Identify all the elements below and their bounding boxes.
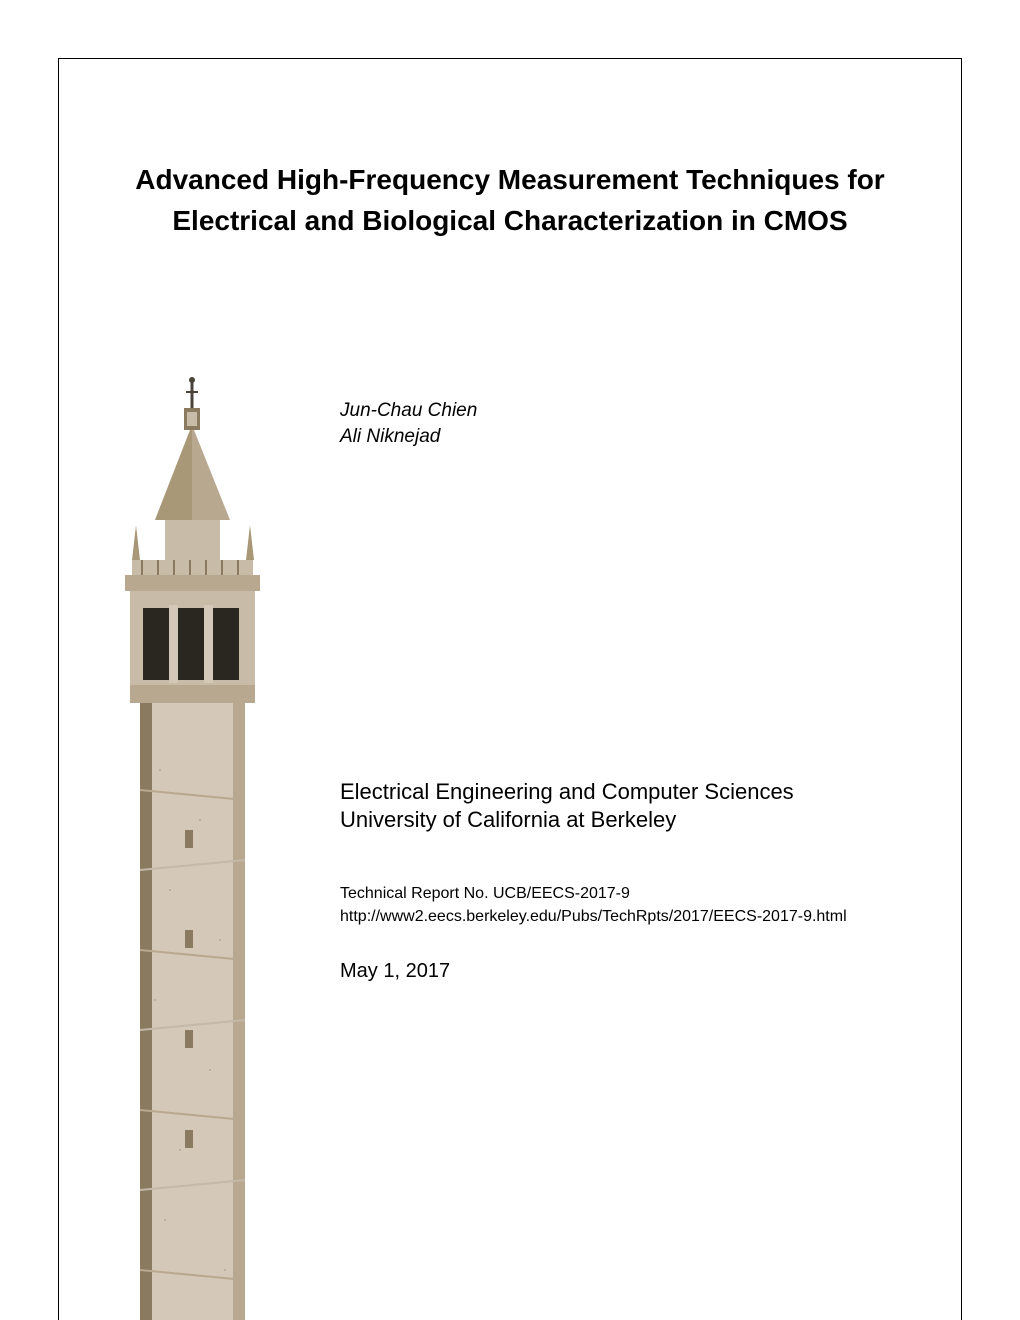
title-line-1: Advanced High-Frequency Measurement Tech… xyxy=(135,164,884,195)
report-info-block: Technical Report No. UCB/EECS-2017-9 htt… xyxy=(340,882,847,928)
report-number: Technical Report No. UCB/EECS-2017-9 xyxy=(340,885,630,902)
campanile-tower-image xyxy=(110,370,280,1320)
department-block: Electrical Engineering and Computer Scie… xyxy=(340,778,794,834)
title-line-2: Electrical and Biological Characterizati… xyxy=(172,205,847,236)
author-block: Jun-Chau Chien Ali Niknejad xyxy=(340,398,477,449)
department-line-2: University of California at Berkeley xyxy=(340,807,676,832)
document-title: Advanced High-Frequency Measurement Tech… xyxy=(100,160,920,241)
publication-date: May 1, 2017 xyxy=(340,960,450,983)
report-url: http://www2.eecs.berkeley.edu/Pubs/TechR… xyxy=(340,908,847,925)
department-line-1: Electrical Engineering and Computer Scie… xyxy=(340,779,794,804)
author-1: Jun-Chau Chien xyxy=(340,400,477,421)
author-2: Ali Niknejad xyxy=(340,426,440,447)
